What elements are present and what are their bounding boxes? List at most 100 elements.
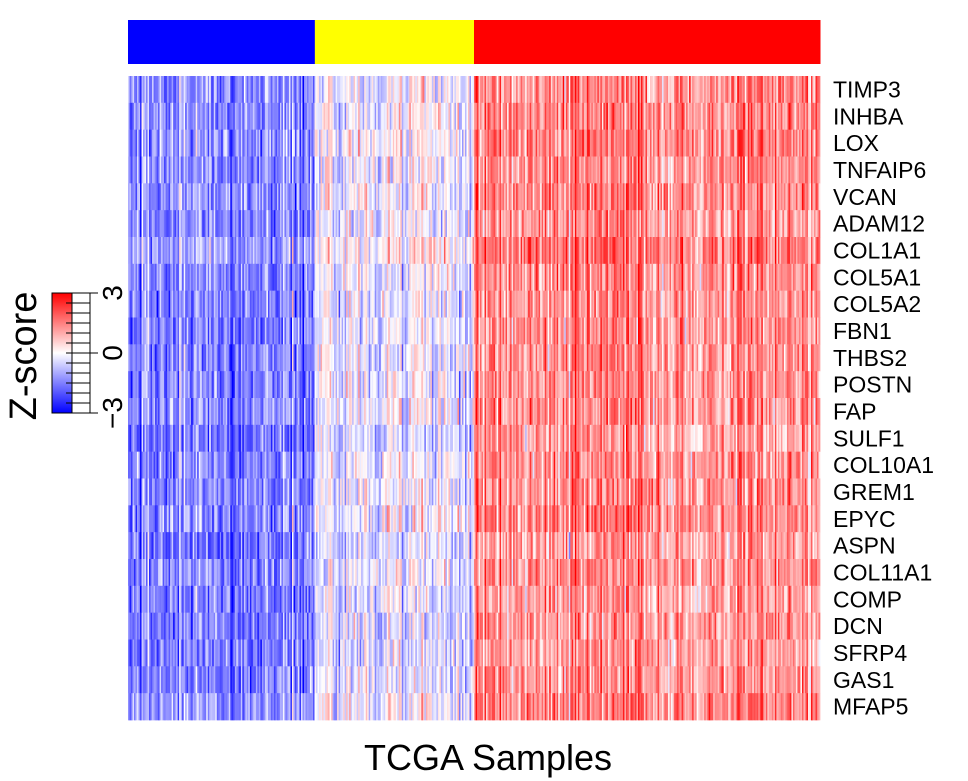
heatmap-cell xyxy=(180,102,183,131)
heatmap-cell xyxy=(337,183,339,211)
heatmap-cell xyxy=(406,76,409,104)
heatmap-cell xyxy=(323,156,326,184)
heatmap-cell xyxy=(496,156,499,184)
heatmap-cell xyxy=(613,263,616,292)
heatmap-cell xyxy=(406,183,409,211)
heatmap-cell xyxy=(493,210,496,238)
heatmap-cell xyxy=(439,237,442,265)
heatmap-cell xyxy=(720,263,723,292)
heatmap-cell xyxy=(726,210,729,238)
heatmap-cell xyxy=(549,129,552,157)
heatmap-cell xyxy=(388,129,391,157)
heatmap-cell xyxy=(165,129,168,157)
heatmap-cell xyxy=(722,129,725,157)
heatmap-cell xyxy=(358,102,361,131)
heatmap-cell xyxy=(155,263,157,292)
heatmap-cell xyxy=(135,156,138,184)
heatmap-cell xyxy=(525,129,527,157)
heatmap-cell xyxy=(419,156,422,184)
heatmap-cell xyxy=(251,129,254,157)
heatmap-cell xyxy=(526,102,529,131)
heatmap-cell xyxy=(813,129,816,157)
heatmap-cell xyxy=(665,183,667,211)
heatmap-cell xyxy=(797,210,800,238)
heatmap-cell xyxy=(737,156,740,184)
heatmap-cell xyxy=(794,129,797,157)
heatmap-cell xyxy=(532,129,535,157)
heatmap-cell xyxy=(207,129,210,157)
heatmap-cell xyxy=(816,156,819,184)
heatmap-cell xyxy=(674,237,676,265)
heatmap-cell xyxy=(752,210,755,238)
heatmap-cell xyxy=(650,263,652,292)
heatmap-cell xyxy=(535,102,538,131)
heatmap-cell xyxy=(245,102,248,131)
heatmap-cell xyxy=(290,156,293,184)
heatmap-cell xyxy=(222,237,225,265)
heatmap-cell xyxy=(273,129,276,157)
heatmap-cell xyxy=(180,210,183,238)
heatmap-cell xyxy=(519,102,521,131)
heatmap-cell xyxy=(180,263,183,292)
heatmap-cell xyxy=(464,290,467,318)
heatmap-cell xyxy=(407,102,410,131)
heatmap-cell xyxy=(252,237,255,265)
heatmap-cell xyxy=(400,290,403,318)
heatmap-cell xyxy=(322,263,324,292)
heatmap-cell xyxy=(477,156,479,184)
heatmap-cell xyxy=(243,237,246,265)
heatmap-cell xyxy=(516,237,518,265)
heatmap-cell xyxy=(427,102,430,131)
heatmap-cell xyxy=(692,102,694,131)
heatmap-cell xyxy=(813,156,816,184)
heatmap-cell xyxy=(798,210,801,238)
heatmap-cell xyxy=(495,102,497,131)
heatmap-cell xyxy=(437,102,440,131)
heatmap-cell xyxy=(674,129,676,157)
heatmap-cell xyxy=(144,263,147,292)
heatmap-cell xyxy=(740,129,743,157)
heatmap-cell xyxy=(293,183,296,211)
heatmap-cell xyxy=(624,102,627,131)
heatmap-cell xyxy=(540,102,543,131)
heatmap-cell xyxy=(624,183,627,211)
heatmap-cell xyxy=(671,156,673,184)
heatmap-cell xyxy=(383,210,386,238)
heatmap-cell xyxy=(389,102,392,131)
heatmap-cell xyxy=(535,76,538,104)
heatmap-cell xyxy=(636,102,639,131)
heatmap-cell xyxy=(421,263,424,292)
heatmap-cell xyxy=(601,102,604,131)
heatmap-cell xyxy=(543,76,546,104)
heatmap-cell xyxy=(165,210,168,238)
heatmap-cell xyxy=(719,129,722,157)
heatmap-cell xyxy=(207,263,210,292)
heatmap-cell xyxy=(304,183,306,211)
heatmap-cell xyxy=(520,102,523,131)
heatmap-cell xyxy=(776,156,779,184)
heatmap-cell xyxy=(791,210,794,238)
heatmap-cell xyxy=(547,183,550,211)
heatmap-cell xyxy=(239,263,242,292)
heatmap-cell xyxy=(275,156,278,184)
heatmap-cell xyxy=(316,183,318,211)
heatmap-cell xyxy=(592,183,595,211)
heatmap-cell xyxy=(419,183,422,211)
heatmap-cell xyxy=(785,76,788,104)
heatmap-cell xyxy=(335,76,338,104)
heatmap-cell xyxy=(443,129,446,157)
heatmap-cell xyxy=(287,210,290,238)
heatmap-cell xyxy=(571,156,574,184)
heatmap-cell xyxy=(243,129,246,157)
heatmap-cell xyxy=(714,102,717,131)
heatmap-cell xyxy=(281,263,284,292)
heatmap-cell xyxy=(200,102,203,131)
heatmap-cell xyxy=(452,290,455,318)
heatmap-cell xyxy=(634,210,637,238)
heatmap-cell xyxy=(431,290,434,318)
heatmap-cell xyxy=(171,156,174,184)
heatmap-cell xyxy=(249,210,252,238)
heatmap-cell xyxy=(433,102,436,131)
heatmap-cell xyxy=(137,156,139,184)
heatmap-cell xyxy=(267,102,270,131)
